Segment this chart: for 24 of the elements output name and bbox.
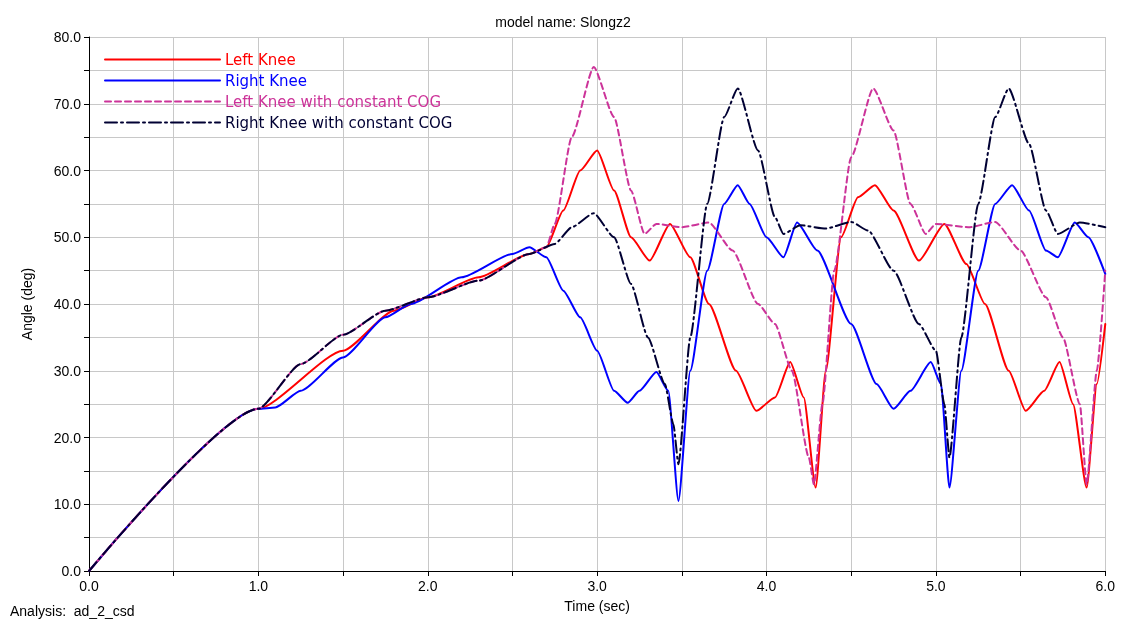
x-tick-label: 3.0 (587, 578, 608, 594)
y-tick-label: 50.0 (53, 229, 82, 246)
text: Left Knee (225, 50, 296, 69)
x-axis-title: Time (sec) (564, 598, 630, 614)
y-axis-title: Angle (deg) (19, 267, 35, 341)
y-tick-label: 10.0 (53, 496, 82, 513)
x-tick-label: 5.0 (926, 578, 946, 594)
chart-title: model name: Slongz2 (495, 14, 631, 30)
y-tick-label: 60.0 (53, 162, 82, 179)
text: Analysis: ad_2_csd (10, 603, 135, 619)
text: Left Knee with constant COG (225, 92, 442, 111)
text: Right Knee (225, 71, 308, 90)
y-tick-label: 20.0 (53, 429, 82, 446)
x-tick-label: 1.0 (248, 578, 269, 594)
y-tick-label: 40.0 (53, 296, 82, 312)
x-tick-label: 2.0 (418, 578, 438, 594)
y-tick-label: 0.0 (61, 563, 82, 579)
x-tick-label: 4.0 (756, 578, 777, 594)
y-tick-label: 80.0 (53, 29, 82, 45)
x-tick-label: 6.0 (1095, 578, 1116, 594)
text: Right Knee with constant COG (225, 113, 453, 132)
y-tick-label: 70.0 (53, 95, 82, 112)
x-tick-label: 0.0 (79, 578, 99, 594)
y-tick-label: 30.0 (53, 362, 82, 379)
